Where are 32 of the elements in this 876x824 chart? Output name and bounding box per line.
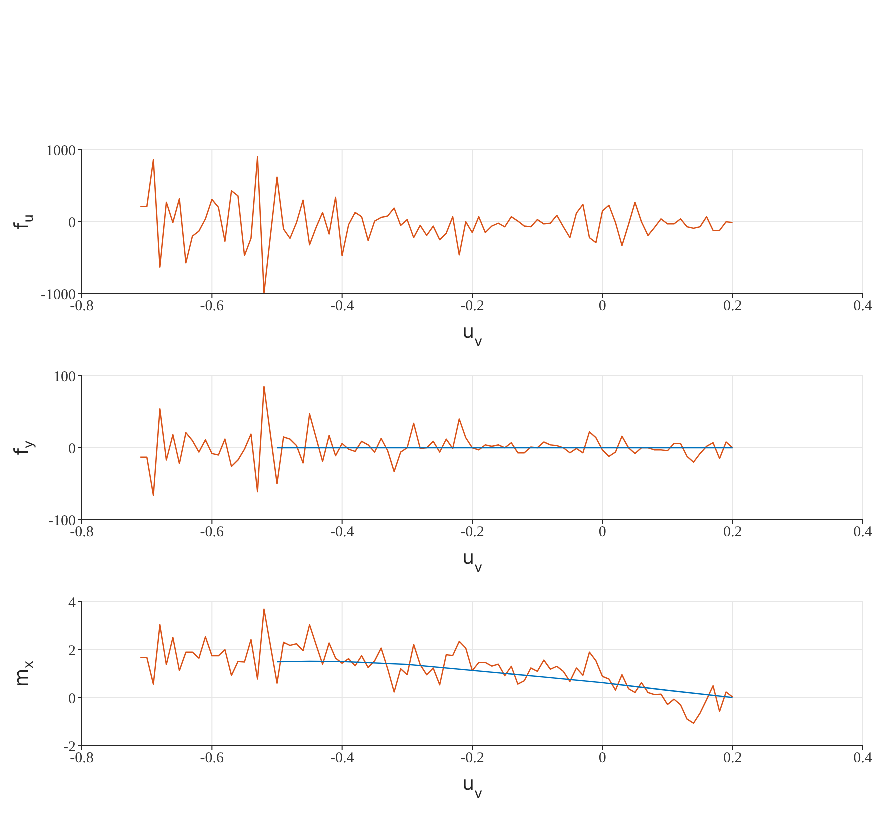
x-axis-title: u$_{v}$	[462, 773, 483, 802]
x-tick-label: 0	[598, 524, 606, 541]
line-series	[140, 608, 734, 724]
x-tick-label: 0.2	[723, 298, 742, 315]
x-tick-label: -0.2	[460, 524, 484, 541]
y-tick-label: 0	[68, 215, 76, 232]
x-axis-title: u$_{v}$	[462, 547, 483, 576]
x-tick-label: -0.2	[460, 750, 484, 767]
x-tick-label: -0.6	[200, 298, 225, 315]
line-series	[140, 386, 734, 496]
y-tick-label: 0	[68, 441, 76, 458]
x-tick-label: 0.4	[854, 298, 873, 315]
x-tick-label: -0.2	[460, 298, 484, 315]
x-tick-label: -0.6	[200, 524, 225, 541]
x-tick-label: -0.6	[200, 750, 225, 767]
y-tick-label: 2	[68, 643, 76, 660]
x-tick-label: 0.4	[854, 750, 873, 767]
x-tick-label: -0.4	[330, 298, 355, 315]
x-tick-label: 0	[598, 750, 606, 767]
line-series	[276, 660, 734, 698]
x-tick-label: -0.4	[330, 524, 355, 541]
y-tick-label: 4	[68, 595, 76, 612]
y-tick-label: 1000	[46, 143, 76, 160]
x-tick-label: 0.2	[723, 750, 742, 767]
x-axis-title: u$_{v}$	[462, 321, 483, 350]
x-tick-label: 0.2	[723, 524, 742, 541]
x-tick-label: -0.4	[330, 750, 355, 767]
x-tick-label: 0	[598, 298, 606, 315]
y-tick-label: 0	[68, 691, 76, 708]
x-tick-label: 0.4	[854, 524, 873, 541]
line-series	[140, 156, 734, 294]
y-tick-label: 100	[54, 369, 76, 386]
